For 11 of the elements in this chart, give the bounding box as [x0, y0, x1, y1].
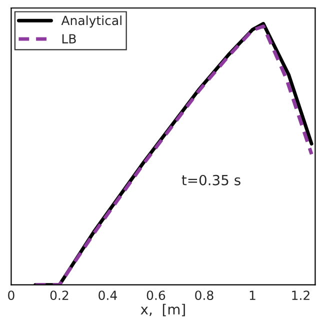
annotation: t=0.35 s — [182, 174, 240, 186]
x-tick-label: 0 — [8, 290, 14, 300]
legend-label: LB — [62, 34, 76, 44]
x-tick-label: 0.8 — [195, 290, 214, 300]
x-tick-label: 0.4 — [98, 290, 117, 300]
x-tick-label: 0.6 — [146, 290, 166, 300]
x-tick-label: 1 — [250, 290, 256, 300]
x-tick-label: 0.2 — [50, 290, 68, 300]
x-tick-label: 1.2 — [292, 290, 310, 300]
legend-label: Analytical — [61, 16, 122, 28]
x-axis-title: x, [m] — [140, 304, 185, 316]
